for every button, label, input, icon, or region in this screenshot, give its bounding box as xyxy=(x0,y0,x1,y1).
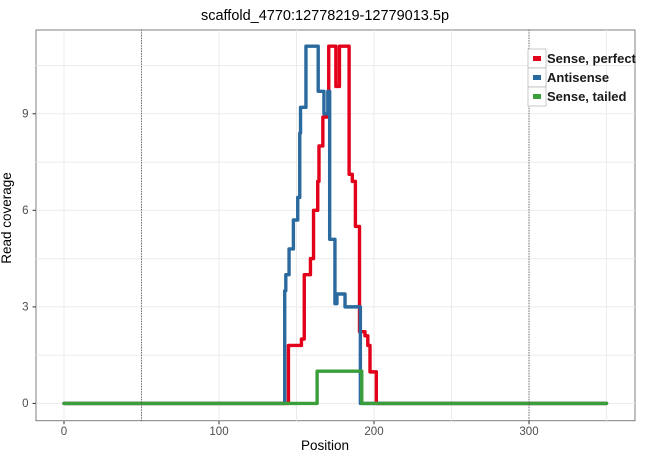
svg-text:200: 200 xyxy=(364,426,383,438)
svg-text:0: 0 xyxy=(22,398,28,410)
svg-text:3: 3 xyxy=(22,302,28,314)
svg-text:6: 6 xyxy=(22,205,28,217)
svg-text:Sense, perfect: Sense, perfect xyxy=(547,51,637,66)
svg-text:Antisense: Antisense xyxy=(547,70,609,85)
svg-text:Sense, tailed: Sense, tailed xyxy=(547,89,627,104)
svg-text:0: 0 xyxy=(61,426,67,438)
svg-text:100: 100 xyxy=(209,426,228,438)
svg-text:9: 9 xyxy=(22,109,28,121)
svg-text:300: 300 xyxy=(519,426,538,438)
